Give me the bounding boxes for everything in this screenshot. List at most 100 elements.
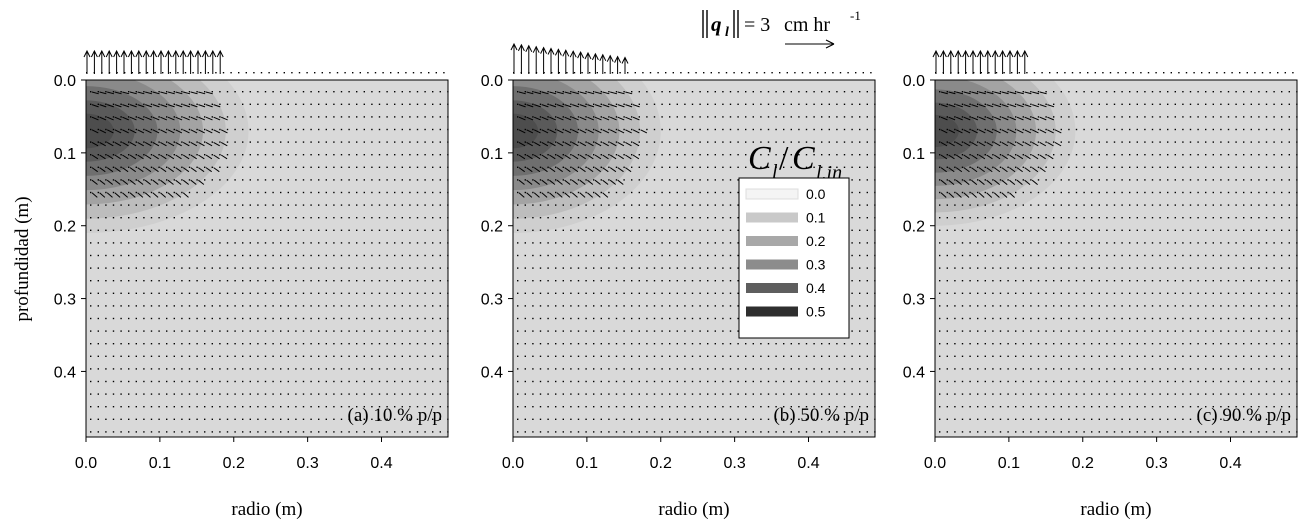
vector-dot (371, 191, 373, 194)
vector-dot (623, 128, 625, 131)
vector-dot (128, 292, 130, 294)
vector-dot (661, 166, 663, 168)
vector-dot (1182, 204, 1184, 206)
vector-dot (394, 179, 396, 181)
vector-dot (97, 166, 99, 168)
vector-dot (1250, 141, 1252, 143)
vector-dot (1129, 292, 1131, 294)
vector-dot (866, 418, 868, 420)
vector-dot (120, 116, 122, 118)
vector-dot (1189, 317, 1192, 320)
vector-dot (1250, 154, 1252, 156)
vector-dot (676, 267, 678, 269)
vector-dot (318, 343, 320, 345)
vector-dot (219, 330, 221, 332)
vector-dot (517, 280, 519, 282)
vector-dot (977, 91, 979, 93)
vector-dot (585, 179, 587, 181)
surface-dot (1109, 72, 1112, 74)
vector-dot (969, 217, 971, 219)
vector-dot (105, 355, 107, 357)
vector-dot (280, 116, 282, 118)
vector-arrow (1009, 154, 1016, 160)
vector-dot (120, 393, 122, 395)
vector-dot (394, 343, 396, 345)
vector-dot (585, 368, 587, 370)
vector-dot (615, 179, 618, 181)
vector-dot (204, 229, 206, 231)
vector-dot (593, 317, 595, 320)
vector-arrow (564, 104, 572, 108)
vector-dot (242, 217, 244, 219)
vector-arrow (587, 141, 594, 147)
vector-dot (287, 280, 289, 282)
vector-dot (90, 229, 92, 231)
vector-arrow (1009, 141, 1016, 147)
vector-dot (204, 305, 206, 307)
vector-dot (257, 280, 259, 282)
vector-dot (1091, 91, 1093, 93)
vector-arrow (948, 179, 955, 185)
vector-arrow (956, 104, 963, 108)
vector-dot (1243, 229, 1245, 231)
vector-dot (1129, 254, 1131, 257)
vector-dot (166, 217, 168, 219)
vector-dot (707, 280, 709, 282)
vector-dot (432, 179, 434, 181)
vector-dot (409, 254, 411, 257)
surface-flux (932, 49, 1294, 74)
vector-dot (1075, 380, 1078, 383)
vector-dot (722, 393, 724, 395)
vector-dot (166, 431, 168, 433)
vector-dot (608, 330, 610, 332)
vector-dot (1136, 343, 1138, 345)
surface-dot (995, 72, 998, 74)
vector-dot (517, 393, 519, 395)
vector-arrow (632, 129, 640, 134)
vector-dot (432, 292, 434, 294)
vector-dot (524, 343, 526, 345)
vector-dot (866, 280, 868, 282)
vector-dot (219, 355, 221, 357)
vector-dot (570, 154, 572, 156)
vector-dot (714, 393, 716, 395)
vector-dot (1091, 179, 1093, 181)
vector-dot (211, 217, 213, 219)
vector-dot (999, 128, 1002, 131)
vector-dot (1265, 116, 1268, 118)
vector-dot (128, 330, 130, 332)
vector-dot (234, 154, 236, 156)
vector-dot (798, 91, 800, 93)
vector-dot (1053, 292, 1055, 294)
flux-arrowhead (83, 49, 91, 58)
vector-dot (1045, 179, 1047, 181)
vector-dot (532, 368, 534, 370)
vector-dot (608, 393, 610, 395)
vector-dot (166, 141, 168, 143)
vector-dot (1243, 305, 1245, 307)
vector-dot (280, 166, 282, 168)
vector-arrow (579, 167, 586, 173)
vector-dot (1022, 431, 1024, 433)
vector-dot (1075, 280, 1078, 282)
vector-dot (843, 91, 846, 93)
vector-dot (348, 242, 350, 244)
vector-dot (851, 355, 853, 357)
vector-dot (257, 154, 259, 156)
vector-dot (1273, 242, 1275, 244)
vector-dot (188, 292, 191, 294)
vector-dot (1136, 418, 1138, 420)
vector-arrow (549, 167, 556, 173)
vector-dot (661, 431, 663, 433)
vector-dot (961, 141, 964, 143)
vector-dot (977, 368, 979, 370)
vector-dot (340, 406, 343, 408)
vector-dot (211, 355, 213, 357)
vector-dot (1068, 292, 1070, 294)
vector-dot (539, 103, 542, 105)
vector-dot (1273, 103, 1275, 105)
vector-dot (371, 305, 373, 307)
vector-dot (1121, 103, 1123, 105)
vector-dot (1205, 204, 1207, 206)
vector-dot (150, 292, 153, 294)
